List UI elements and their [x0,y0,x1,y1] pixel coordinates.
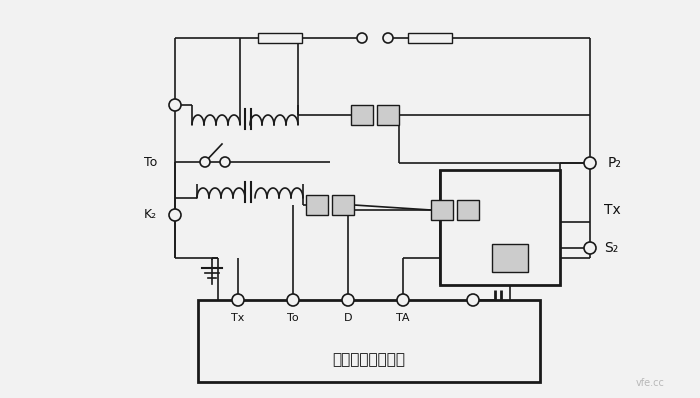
Circle shape [342,294,354,306]
Bar [431,200,453,220]
Bar [198,300,540,382]
Bar [408,33,452,43]
Text: Tx: Tx [231,313,245,323]
Bar [440,170,560,285]
Circle shape [467,294,479,306]
Bar [258,33,302,43]
Circle shape [383,33,393,43]
Text: To: To [287,313,299,323]
Circle shape [584,242,596,254]
Text: P₂: P₂ [608,156,622,170]
Circle shape [169,209,181,221]
Text: To: To [144,156,157,168]
Bar [332,195,354,215]
Circle shape [220,157,230,167]
Bar [351,105,373,125]
Circle shape [232,294,244,306]
Circle shape [287,294,299,306]
Text: Tx: Tx [604,203,621,217]
Bar [306,195,328,215]
Text: S₂: S₂ [604,241,618,255]
Bar [492,244,528,272]
Circle shape [357,33,367,43]
Bar [377,105,399,125]
Circle shape [169,99,181,111]
Text: 电子互感器校验仪: 电子互感器校验仪 [332,353,405,367]
Bar [457,200,479,220]
Text: K₂: K₂ [144,209,157,222]
Circle shape [200,157,210,167]
Circle shape [397,294,409,306]
Text: TA: TA [396,313,410,323]
Text: vfe.cc: vfe.cc [636,378,665,388]
Circle shape [584,157,596,169]
Text: D: D [344,313,352,323]
